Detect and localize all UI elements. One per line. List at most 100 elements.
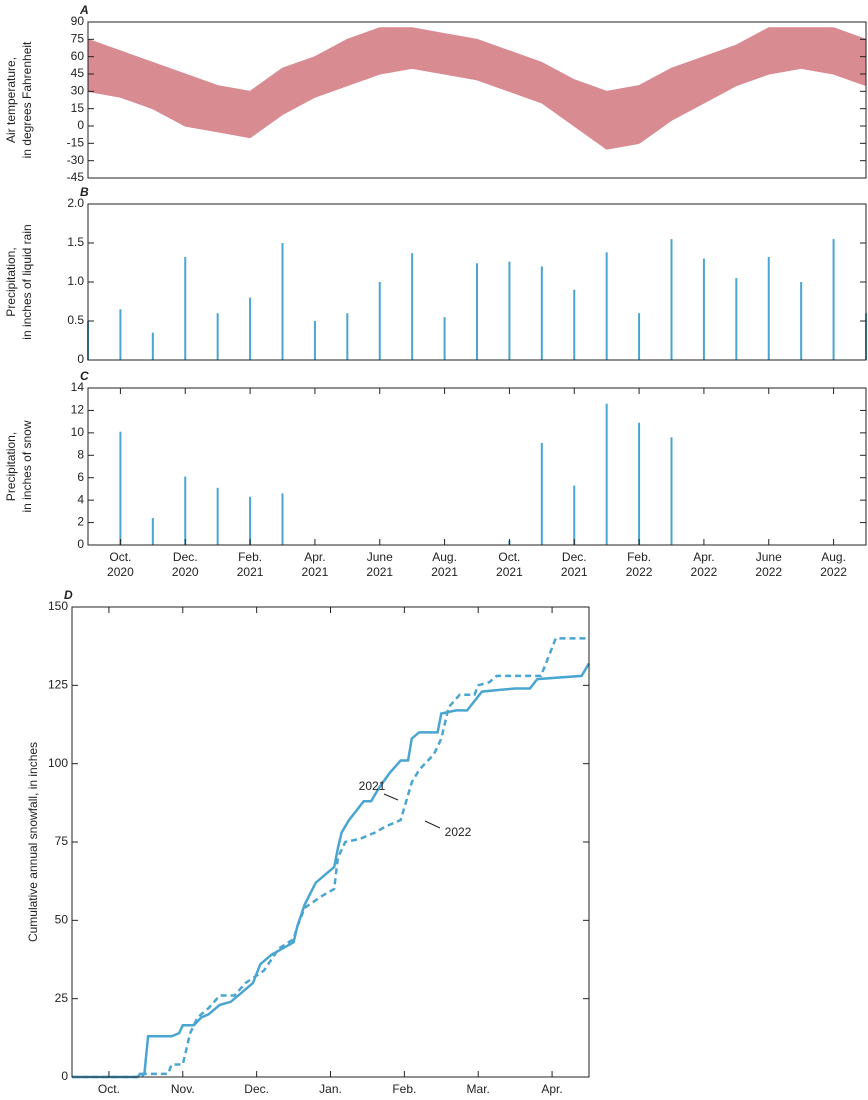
y-tick-label: 15 — [71, 101, 85, 115]
panel-letter: C — [80, 369, 89, 383]
x-tick-label: Apr. 2022 — [690, 550, 718, 579]
series-label: 2021 — [359, 779, 386, 793]
plot-frame — [87, 387, 867, 546]
bar — [670, 239, 673, 360]
y-tick-label: 75 — [55, 834, 69, 848]
y-tick-label: 0 — [77, 537, 84, 551]
y-tick-label: 150 — [48, 599, 68, 613]
x-tick-label: Feb. 2022 — [625, 550, 653, 579]
y-tick-label: 1.5 — [67, 235, 84, 249]
x-tick-label: Mar. — [466, 1082, 490, 1096]
x-tick-label: June 2022 — [755, 550, 783, 579]
y-tick-label: 0 — [77, 118, 84, 132]
y-tick-label: 90 — [71, 14, 85, 28]
y-tick-label: 1.0 — [67, 274, 84, 288]
bar — [540, 266, 543, 360]
leader-line — [383, 793, 399, 801]
y-tick-label: 12 — [71, 403, 85, 417]
snowfall-line — [72, 637, 589, 1079]
bar — [605, 403, 608, 545]
x-tick-label: Dec. 2021 — [560, 550, 588, 579]
y-axis-label: Precipitation, — [4, 432, 18, 501]
y-tick-label: 60 — [71, 49, 85, 63]
bar — [151, 332, 154, 360]
x-tick-label: Aug. 2022 — [820, 550, 847, 579]
bar — [832, 239, 835, 360]
plot-frame — [87, 21, 867, 179]
temperature-band — [87, 27, 867, 150]
x-tick-label: Nov. — [170, 1082, 195, 1096]
bar — [184, 257, 187, 360]
x-tick-label: Oct. 2021 — [496, 550, 523, 579]
y-tick-label: 0 — [61, 1069, 68, 1083]
x-tick-label: Apr. — [541, 1082, 563, 1096]
y-tick-label: 8 — [77, 447, 84, 461]
panel-letter: A — [79, 3, 89, 17]
x-tick-label: June 2021 — [366, 550, 394, 579]
y-axis-label: Precipitation, — [4, 247, 18, 316]
bar — [735, 278, 738, 360]
y-tick-label: -45 — [67, 170, 85, 184]
bar — [573, 485, 576, 545]
bar — [313, 321, 316, 360]
bar — [281, 243, 284, 360]
x-tick-label: Feb. 2021 — [236, 550, 264, 579]
y-tick-label: 14 — [71, 380, 85, 394]
x-tick-label: Oct. — [97, 1082, 120, 1096]
y-tick-label: 45 — [71, 66, 85, 80]
bar — [411, 253, 414, 360]
y-axis-label: in degrees Fahrenheit — [20, 41, 34, 158]
y-tick-label: 10 — [71, 425, 85, 439]
leader-line — [424, 820, 441, 829]
bar — [249, 297, 252, 360]
y-tick-label: 0 — [77, 352, 84, 366]
snowfall-line — [72, 662, 591, 1079]
panel-letter: D — [64, 588, 73, 602]
bar — [281, 493, 284, 545]
bar — [151, 518, 154, 545]
bar — [638, 313, 641, 360]
y-tick-label: -30 — [67, 153, 85, 167]
bar — [670, 437, 673, 545]
x-tick-label: Feb. — [392, 1082, 417, 1096]
y-tick-label: 4 — [77, 492, 84, 506]
bar — [702, 258, 705, 360]
y-tick-label: 2 — [77, 515, 84, 529]
x-tick-label: Jan. — [319, 1082, 342, 1096]
x-tick-label: Aug. 2021 — [431, 550, 458, 579]
y-axis-label: in inches of liquid rain — [20, 224, 34, 339]
x-tick-label: Oct. 2020 — [107, 550, 134, 579]
y-tick-label: 0.5 — [67, 313, 84, 327]
y-tick-label: 2.0 — [67, 196, 84, 210]
y-tick-label: 50 — [55, 913, 69, 927]
y-axis-label: in inches of snow — [20, 420, 34, 512]
y-tick-label: -15 — [67, 136, 85, 150]
bar — [119, 431, 122, 545]
bar — [378, 282, 381, 360]
y-tick-label: 75 — [71, 32, 85, 46]
plot-frame — [71, 606, 590, 1078]
panel-letter: B — [80, 185, 89, 199]
bar — [249, 496, 252, 545]
bar — [508, 261, 511, 360]
x-tick-label: Dec. 2020 — [171, 550, 199, 579]
y-tick-label: 30 — [71, 84, 85, 98]
y-tick-label: 125 — [48, 678, 68, 692]
y-axis-label: Cumulative annual snowfall, in inches — [26, 742, 40, 942]
bar — [573, 289, 576, 360]
bar — [540, 442, 543, 545]
x-tick-label: Apr. 2021 — [301, 550, 329, 579]
bar — [184, 476, 187, 545]
y-tick-label: 6 — [77, 470, 84, 484]
x-tick-label: Dec. — [244, 1082, 269, 1096]
bar — [800, 282, 803, 360]
bar — [346, 313, 349, 360]
bar — [476, 263, 478, 360]
y-tick-label: 25 — [55, 991, 69, 1005]
bar — [119, 309, 122, 360]
y-axis-label: Air temperature, — [4, 57, 18, 143]
bar — [216, 487, 219, 545]
bar — [443, 317, 446, 360]
